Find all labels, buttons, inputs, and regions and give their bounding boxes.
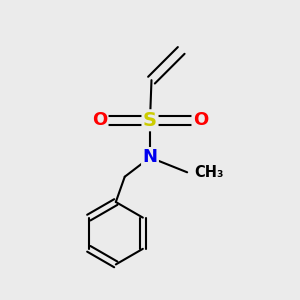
Text: CH₃: CH₃ — [195, 165, 224, 180]
Text: S: S — [143, 111, 157, 130]
Text: O: O — [193, 111, 208, 129]
Text: N: N — [142, 148, 158, 166]
Text: O: O — [92, 111, 107, 129]
